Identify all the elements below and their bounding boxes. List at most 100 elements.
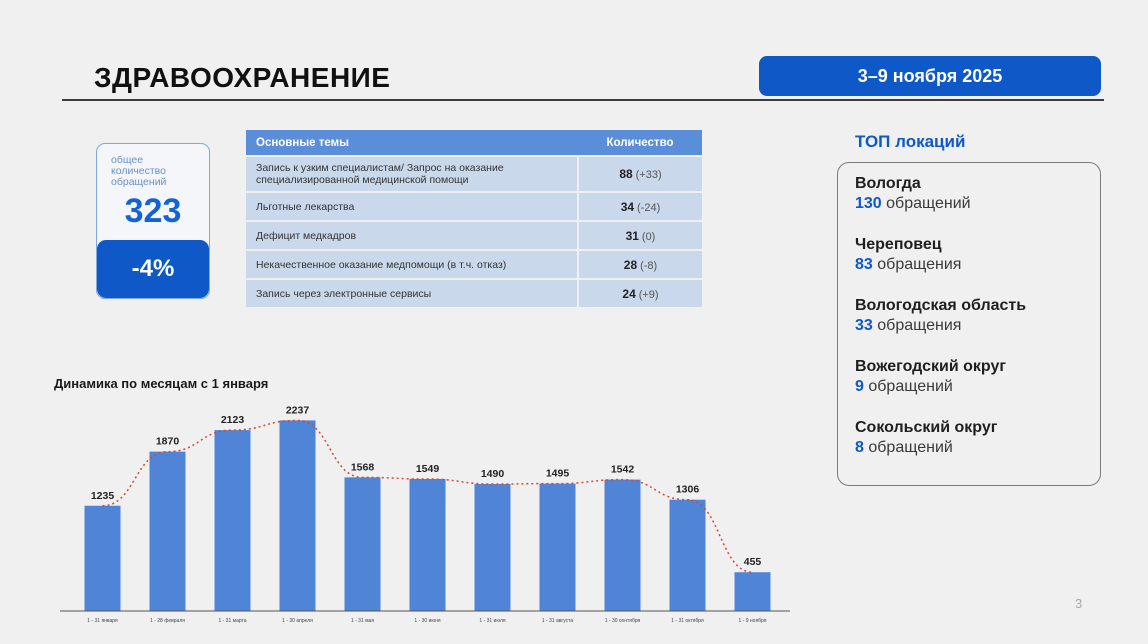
chart-data-label: 2123 xyxy=(221,414,245,426)
topic-cell: Запись через электронные сервисы xyxy=(246,278,578,307)
chart-tick-label: 1 - 31 мая xyxy=(351,618,374,624)
chart-bar xyxy=(604,479,641,611)
count-delta: (+9) xyxy=(638,288,659,301)
count-delta: (-8) xyxy=(640,259,658,272)
total-requests-change: -4% xyxy=(97,240,209,298)
chart-data-label: 1495 xyxy=(546,468,570,480)
location-item: Череповец 83 обращения xyxy=(855,235,1100,296)
location-count-unit: обращений xyxy=(868,439,953,456)
chart-data-label: 2237 xyxy=(286,404,310,416)
chart-data-label: 1568 xyxy=(351,461,375,473)
total-requests-card: общее количество обращений 323 -4% xyxy=(96,143,210,299)
count-cell: 88 (+33) xyxy=(577,155,702,192)
title-divider xyxy=(62,99,1104,101)
location-name: Вожегодский округ xyxy=(855,358,1007,375)
chart-bar xyxy=(539,483,576,611)
chart-trend-line xyxy=(102,419,753,573)
location-name: Череповец xyxy=(855,236,942,253)
chart-tick-label: 1 - 31 октября xyxy=(671,618,704,624)
table-row: Льготные лекарства 34 (-24) xyxy=(246,191,702,221)
chart-data-label: 455 xyxy=(744,556,762,568)
location-count: 130 обращений xyxy=(855,194,1100,214)
top-locations-title: ТОП локаций xyxy=(855,132,966,151)
chart-title: Динамика по месяцам с 1 января xyxy=(54,376,269,391)
chart-bar xyxy=(214,430,251,611)
count-value: 31 xyxy=(625,228,639,243)
chart-data-label: 1235 xyxy=(91,490,115,502)
count-delta: (-24) xyxy=(637,201,661,214)
chart-bar xyxy=(734,572,771,611)
count-value: 88 xyxy=(619,167,633,181)
chart-tick-label: 1 - 9 ноября xyxy=(739,618,767,624)
table-row: Запись через электронные сервисы 24 (+9) xyxy=(246,278,702,307)
location-name: Вологда xyxy=(855,175,921,192)
total-requests-value: 323 xyxy=(124,192,182,230)
location-count: 83 обращения xyxy=(855,255,1100,275)
chart-data-label: 1490 xyxy=(481,468,505,480)
location-count: 9 обращений xyxy=(855,377,1100,397)
chart-bar xyxy=(669,499,706,611)
count-cell: 24 (+9) xyxy=(577,278,702,307)
topics-table: Основные темы Количество Запись к узким … xyxy=(246,130,702,307)
count-cell: 28 (-8) xyxy=(577,249,702,279)
table-row: Запись к узким специалистам/ Запрос на о… xyxy=(246,155,702,192)
location-item: Вологда 130 обращений xyxy=(855,174,1100,235)
count-value: 34 xyxy=(620,199,635,214)
chart-bar xyxy=(474,484,511,611)
count-cell: 34 (-24) xyxy=(577,191,702,221)
location-count: 33 обращения xyxy=(855,316,1100,336)
count-cell: 31 (0) xyxy=(577,220,702,250)
count-value: 24 xyxy=(622,286,636,301)
monthly-bar-chart: 1235 1 - 31 января 1870 1 - 28 февраля 2123 1… xyxy=(60,404,790,624)
count-value: 28 xyxy=(623,257,638,272)
location-count-value: 9 xyxy=(855,378,864,395)
location-count-value: 83 xyxy=(855,256,873,273)
topic-cell: Запись к узким специалистам/ Запрос на о… xyxy=(246,155,578,192)
count-delta: (+33) xyxy=(635,169,662,181)
location-count-unit: обращения xyxy=(877,256,962,273)
location-count-value: 8 xyxy=(855,439,864,456)
chart-tick-label: 1 - 30 апреля xyxy=(282,618,313,624)
chart-tick-label: 1 - 31 января xyxy=(87,618,118,624)
chart-tick-label: 1 - 30 июня xyxy=(414,618,440,624)
table-row: Дефицит медкадров 31 (0) xyxy=(246,220,702,250)
chart-bar xyxy=(149,451,186,611)
topics-header-row: Основные темы Количество xyxy=(246,130,702,156)
chart-data-label: 1306 xyxy=(676,484,700,496)
chart-tick-label: 1 - 31 марта xyxy=(218,618,246,624)
location-count-value: 130 xyxy=(855,195,882,212)
location-item: Сокольский округ 8 обращений xyxy=(855,418,1100,479)
topics-column-header: Основные темы xyxy=(246,130,578,156)
chart-tick-label: 1 - 28 февраля xyxy=(150,618,185,624)
location-count-unit: обращения xyxy=(877,317,962,334)
chart-bar xyxy=(344,477,381,611)
chart-bar xyxy=(84,505,121,611)
location-item: Вожегодский округ 9 обращений xyxy=(855,357,1100,418)
location-item: Вологодская область 33 обращения xyxy=(855,296,1100,357)
chart-tick-label: 1 - 31 июля xyxy=(479,618,506,624)
location-count-unit: обращений xyxy=(886,195,971,212)
chart-data-label: 1549 xyxy=(416,463,440,475)
top-locations-list: Вологда 130 обращений Череповец 83 обращ… xyxy=(837,162,1101,486)
topic-cell: Некачественное оказание медпомощи (в т.ч… xyxy=(246,249,578,279)
count-delta: (0) xyxy=(641,230,656,243)
location-count-unit: обращений xyxy=(868,378,953,395)
date-range-badge[interactable]: 3–9 ноября 2025 xyxy=(759,56,1101,96)
location-count: 8 обращений xyxy=(855,438,1100,458)
topic-cell: Дефицит медкадров xyxy=(246,220,578,250)
location-count-value: 33 xyxy=(855,317,873,334)
chart-bar xyxy=(409,478,446,611)
chart-data-label: 1870 xyxy=(156,436,180,448)
page-title: ЗДРАВООХРАНЕНИЕ xyxy=(94,62,391,93)
count-column-header: Количество xyxy=(578,130,702,156)
chart-bar xyxy=(279,420,316,611)
topic-cell: Льготные лекарства xyxy=(246,191,578,221)
location-name: Сокольский округ xyxy=(855,419,998,436)
page-number: 3 xyxy=(1075,596,1083,611)
table-row: Некачественное оказание медпомощи (в т.ч… xyxy=(246,249,702,279)
chart-tick-label: 1 - 31 августа xyxy=(542,618,574,624)
location-name: Вологодская область xyxy=(855,297,1027,314)
total-requests-label: общее количество обращений xyxy=(111,154,167,188)
chart-data-label: 1542 xyxy=(611,464,635,476)
chart-tick-label: 1 - 30 сентября xyxy=(605,618,641,624)
